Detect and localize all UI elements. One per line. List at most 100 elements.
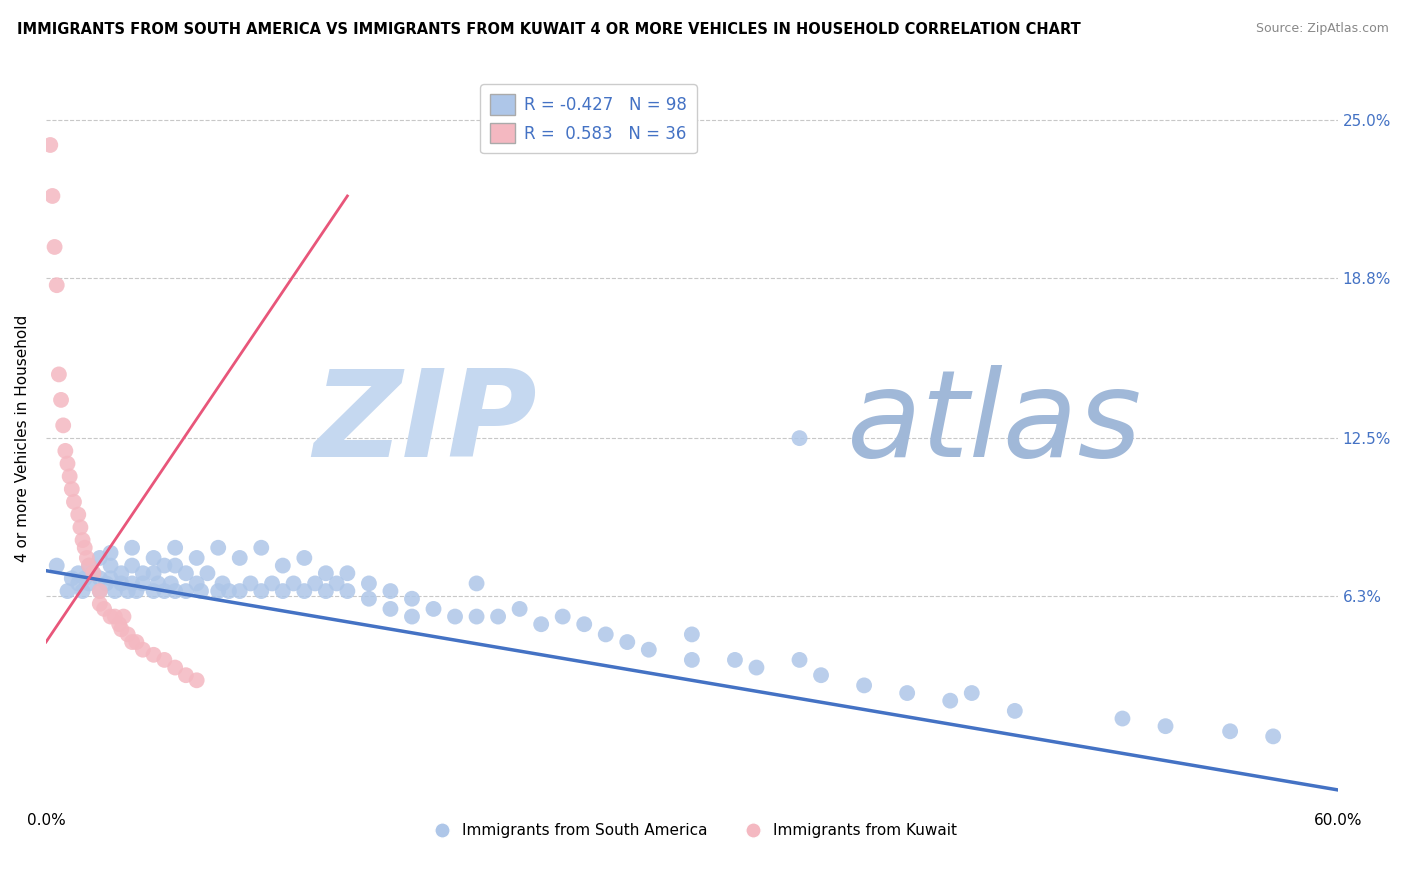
Point	[142, 566, 165, 581]
Point	[616, 635, 638, 649]
Text: ZIP: ZIP	[314, 365, 537, 482]
Point	[380, 584, 402, 599]
Point	[357, 591, 380, 606]
Point	[1263, 730, 1285, 744]
Point	[250, 584, 273, 599]
Point	[174, 584, 197, 599]
Point	[304, 576, 326, 591]
Point	[401, 591, 423, 606]
Point	[104, 584, 127, 599]
Point	[73, 541, 96, 555]
Point	[486, 609, 509, 624]
Point	[100, 571, 122, 585]
Point	[112, 609, 135, 624]
Point	[789, 431, 811, 445]
Point	[853, 678, 876, 692]
Point	[401, 609, 423, 624]
Point	[595, 627, 617, 641]
Point	[59, 469, 82, 483]
Text: Source: ZipAtlas.com: Source: ZipAtlas.com	[1256, 22, 1389, 36]
Point	[125, 635, 148, 649]
Point	[1219, 724, 1241, 739]
Point	[551, 609, 574, 624]
Point	[96, 576, 118, 591]
Point	[82, 566, 104, 581]
Legend: Immigrants from South America, Immigrants from Kuwait: Immigrants from South America, Immigrant…	[420, 817, 963, 845]
Point	[53, 443, 76, 458]
Point	[165, 558, 187, 573]
Point	[89, 550, 111, 565]
Point	[52, 418, 75, 433]
Point	[142, 550, 165, 565]
Point	[146, 576, 169, 591]
Point	[100, 546, 122, 560]
Point	[132, 576, 155, 591]
Point	[67, 576, 90, 591]
Point	[960, 686, 983, 700]
Point	[165, 584, 187, 599]
Point	[1004, 704, 1026, 718]
Point	[336, 566, 359, 581]
Point	[89, 571, 111, 585]
Point	[165, 660, 187, 674]
Point	[229, 584, 252, 599]
Point	[63, 495, 86, 509]
Point	[174, 566, 197, 581]
Point	[681, 627, 703, 641]
Point	[186, 673, 208, 688]
Point	[422, 602, 444, 616]
Point	[250, 541, 273, 555]
Point	[1154, 719, 1177, 733]
Point	[186, 550, 208, 565]
Point	[110, 576, 132, 591]
Point	[117, 627, 139, 641]
Point	[745, 660, 768, 674]
Point	[315, 566, 337, 581]
Point	[142, 584, 165, 599]
Point	[186, 576, 208, 591]
Y-axis label: 4 or more Vehicles in Household: 4 or more Vehicles in Household	[15, 315, 30, 562]
Point	[207, 584, 229, 599]
Point	[260, 576, 283, 591]
Point	[292, 550, 315, 565]
Point	[190, 584, 212, 599]
Point	[89, 597, 111, 611]
Point	[121, 576, 143, 591]
Text: IMMIGRANTS FROM SOUTH AMERICA VS IMMIGRANTS FROM KUWAIT 4 OR MORE VEHICLES IN HO: IMMIGRANTS FROM SOUTH AMERICA VS IMMIGRA…	[17, 22, 1081, 37]
Point	[89, 584, 111, 599]
Point	[724, 653, 747, 667]
Point	[292, 584, 315, 599]
Point	[72, 584, 94, 599]
Point	[174, 668, 197, 682]
Point	[283, 576, 305, 591]
Point	[82, 566, 104, 581]
Point	[67, 508, 90, 522]
Point	[73, 571, 96, 585]
Point	[69, 520, 91, 534]
Point	[56, 457, 79, 471]
Point	[77, 576, 100, 591]
Point	[637, 642, 659, 657]
Point	[117, 584, 139, 599]
Point	[160, 576, 183, 591]
Point	[45, 558, 67, 573]
Point	[681, 653, 703, 667]
Point	[153, 653, 176, 667]
Point	[110, 623, 132, 637]
Point	[44, 240, 66, 254]
Point	[465, 576, 488, 591]
Point	[380, 602, 402, 616]
Point	[153, 558, 176, 573]
Point	[315, 584, 337, 599]
Point	[121, 635, 143, 649]
Point	[39, 138, 62, 153]
Point	[1111, 712, 1133, 726]
Point	[218, 584, 240, 599]
Point	[41, 189, 63, 203]
Point	[49, 392, 72, 407]
Point	[132, 642, 155, 657]
Point	[357, 576, 380, 591]
Point	[100, 558, 122, 573]
Point	[509, 602, 531, 616]
Point	[60, 482, 83, 496]
